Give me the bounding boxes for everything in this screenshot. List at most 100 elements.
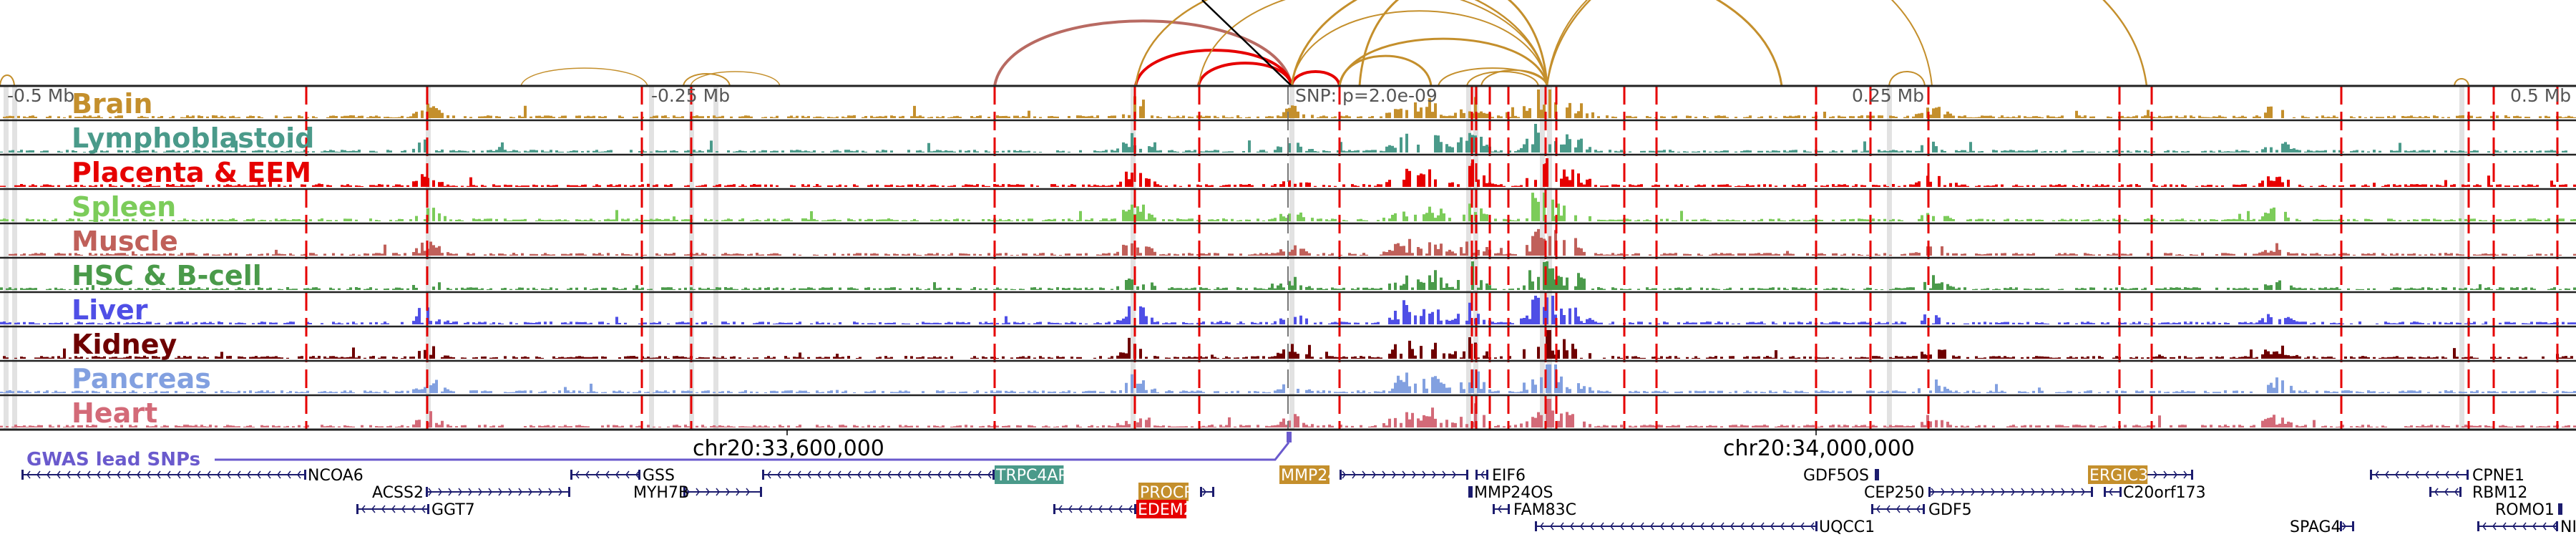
strand-arrow — [47, 470, 51, 479]
strand-arrow — [1760, 522, 1765, 531]
strand-arrow — [1800, 522, 1805, 531]
pointer-line — [1201, 0, 1292, 87]
strand-arrow — [2163, 470, 2167, 479]
strand-arrow — [478, 488, 482, 496]
exon-block — [1923, 504, 1925, 514]
interaction-arc — [1888, 71, 1926, 87]
signal-bars — [9, 228, 2576, 256]
strand-arrow — [237, 470, 241, 479]
strand-arrow — [548, 488, 552, 496]
strand-arrow — [807, 470, 811, 479]
interaction-arc — [0, 74, 15, 87]
strand-arrow — [947, 470, 952, 479]
track-label: Kidney — [72, 329, 177, 360]
strand-arrow — [777, 470, 781, 479]
exon-block — [1875, 469, 1879, 480]
strand-arrow — [1610, 522, 1614, 531]
strand-arrow — [1931, 488, 1935, 496]
gene-eif6[interactable]: EIF6 — [1475, 467, 1526, 485]
strand-arrow — [177, 470, 181, 479]
strand-arrow — [297, 470, 301, 479]
gene-spag4[interactable]: SPAG4 — [2290, 518, 2354, 536]
strand-arrow — [428, 488, 432, 496]
interaction-arc — [1438, 67, 1548, 87]
strand-arrow — [787, 470, 791, 479]
gene-trpc4ap[interactable]: TRPC4AP — [762, 465, 1068, 485]
strand-arrow — [686, 488, 690, 496]
exon-block — [1340, 470, 1342, 480]
gene-ni[interactable]: NI — [2477, 518, 2576, 536]
strand-arrow — [2552, 522, 2557, 531]
exon-block — [2352, 521, 2354, 531]
gene-cpne1[interactable]: CPNE1 — [2370, 467, 2524, 485]
strand-arrow — [498, 488, 502, 496]
gene-uqcc1[interactable]: UQCC1 — [1535, 518, 1875, 536]
gene-label: ACSS2 — [372, 484, 424, 502]
interaction-arc — [993, 19, 1293, 87]
gene-fam83c[interactable]: FAM83C — [1493, 501, 1576, 519]
strand-arrow — [2455, 470, 2459, 479]
gene-label: C20orf173 — [2123, 484, 2206, 502]
strand-arrow — [1128, 505, 1133, 513]
strand-arrow — [1452, 470, 1456, 479]
exon-block — [21, 470, 24, 480]
strand-arrow — [257, 470, 261, 479]
strand-arrow — [585, 470, 590, 479]
gwas-lead-snp-marker[interactable] — [1287, 432, 1292, 442]
interaction-arc — [1290, 0, 1783, 87]
gene-mmp24[interactable]: MMP24 — [1279, 465, 1468, 485]
strand-arrow — [696, 488, 700, 496]
gene-gdf5[interactable]: GDF5 — [1871, 501, 1972, 519]
track-label: HSC & B-cell — [72, 260, 262, 291]
strand-arrow — [391, 505, 396, 513]
strand-arrow — [1422, 470, 1426, 479]
strand-arrow — [1740, 522, 1745, 531]
strand-arrow — [2415, 470, 2419, 479]
strand-arrow — [458, 488, 462, 496]
strand-arrow — [957, 470, 962, 479]
gene-ggt7[interactable]: GGT7 — [356, 501, 475, 519]
gene-label: GSS — [643, 467, 675, 485]
strand-arrow — [1680, 522, 1684, 531]
strand-arrow — [1550, 522, 1554, 531]
gene-mmp24os[interactable]: MMP24OS — [1468, 484, 1553, 502]
track-label: Brain — [72, 88, 152, 120]
gwas-track: GWAS lead SNPs — [26, 432, 1292, 470]
gene-romo1[interactable]: ROMO1 — [2495, 501, 2562, 519]
gene-edem2[interactable]: EDEM2 — [1053, 500, 1194, 519]
strand-arrow — [468, 488, 472, 496]
gene-ergic3[interactable]: ERGIC3 — [2088, 465, 2193, 485]
gene-highlight — [1136, 500, 1186, 518]
strand-arrow — [1690, 522, 1694, 531]
gene-acss2[interactable]: ACSS2 — [372, 484, 570, 502]
gene-myh7b[interactable]: MYH7B — [633, 484, 762, 502]
gene-rbm12[interactable]: RBM12 — [2429, 484, 2527, 502]
gene-label: GDF5OS — [1803, 467, 1869, 485]
gene-c20orf173[interactable]: C20orf173 — [2104, 484, 2206, 502]
track-label: Spleen — [72, 191, 176, 223]
strand-arrow — [1068, 505, 1073, 513]
strand-arrow — [2011, 488, 2015, 496]
gene-cep250[interactable]: CEP250 — [1864, 484, 2093, 502]
gene-gdf5os[interactable]: GDF5OS — [1803, 467, 1879, 485]
axis-tick-label: 0.25 Mb — [1852, 85, 1924, 106]
strand-arrow — [2542, 522, 2547, 531]
strand-arrow — [716, 488, 720, 496]
strand-arrow — [2109, 488, 2113, 496]
strand-arrow — [538, 488, 542, 496]
strand-arrow — [1981, 488, 1985, 496]
strand-arrow — [2183, 470, 2187, 479]
strand-arrow — [1432, 470, 1436, 479]
gene-gss[interactable]: GSS — [570, 467, 675, 485]
exon-block — [2119, 487, 2122, 497]
exon-block — [570, 470, 572, 480]
strand-arrow — [706, 488, 710, 496]
track-label: Pancreas — [72, 363, 211, 395]
gene-annotation-track: NCOA6 GSS TRPC4AP MMP24 EIF6 GDF5OS ERGIC3 CPNE… — [21, 465, 2576, 536]
gene-label: NI — [2560, 518, 2576, 536]
gene-ncoa6[interactable]: NCOA6 — [21, 467, 364, 485]
exon-block — [568, 487, 570, 497]
gene-procr[interactable]: PROCR — [1138, 483, 1214, 502]
strand-arrow — [987, 470, 992, 479]
strand-arrow — [97, 470, 101, 479]
